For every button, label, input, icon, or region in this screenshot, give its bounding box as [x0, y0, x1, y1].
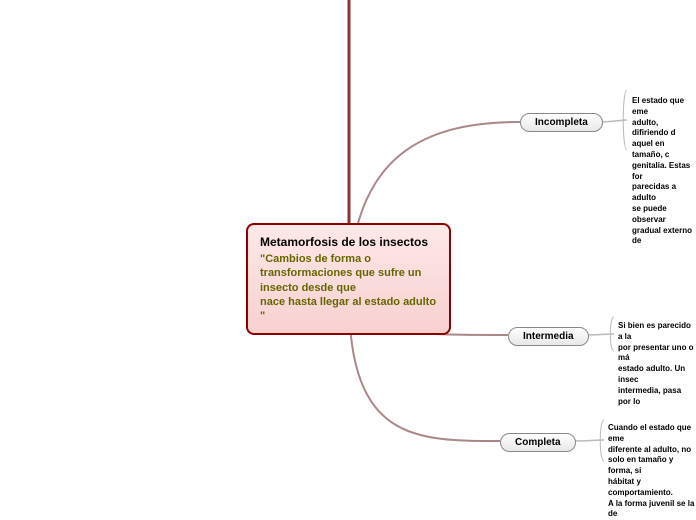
node-completa[interactable]: Completa [500, 433, 576, 452]
desc-intermedia: Si bien es parecido a lapor presentar un… [618, 321, 696, 407]
node-intermedia[interactable]: Intermedia [508, 327, 589, 346]
desc-completa: Cuando el estado que emediferente al adu… [608, 423, 696, 520]
desc-incompleta: El estado que emeadulto, difiriendo daqu… [632, 96, 696, 247]
node-incompleta[interactable]: Incompleta [520, 113, 603, 132]
root-node[interactable]: Metamorfosis de los insectos "Cambios de… [246, 223, 451, 335]
root-title: Metamorfosis de los insectos [260, 235, 437, 249]
root-subtitle: "Cambios de forma o transformaciones que… [260, 252, 437, 323]
